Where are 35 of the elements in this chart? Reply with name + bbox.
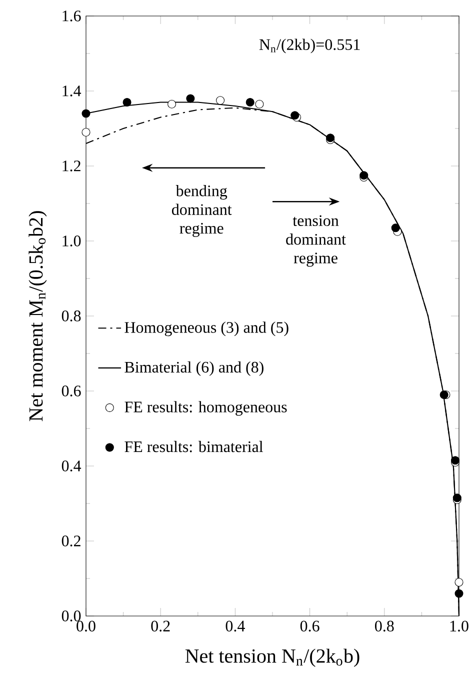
- point: [391, 224, 400, 232]
- x-tick-label: 0.2: [151, 620, 170, 632]
- point: [255, 100, 264, 108]
- y-tick-label: 1.0: [62, 236, 81, 246]
- x-tick-label: 0.6: [300, 620, 320, 632]
- point: [246, 98, 254, 107]
- point: [454, 578, 464, 587]
- y-tick-label: 1.4: [62, 86, 82, 96]
- y-tick-label: 0.2: [62, 536, 80, 546]
- y-tick-label: 0.4: [62, 460, 82, 472]
- legend-label: FE results: bimaterial: [124, 440, 263, 452]
- x-axis-title: Net tension N$_{n}$/(2k$_{o}$b): [185, 648, 360, 667]
- legend-label: FE results: homogeneous: [124, 401, 287, 416]
- x-tick-label: 0.0: [76, 620, 96, 632]
- x-tick-label: 0.4: [226, 620, 245, 632]
- legend-label: Bimaterial (6) and (8): [124, 361, 264, 376]
- annotation: bending dominant regime: [172, 185, 232, 237]
- point: [186, 94, 195, 103]
- point: [454, 589, 464, 598]
- point: [216, 96, 225, 105]
- annotation: tension dominant regime: [286, 215, 346, 267]
- point: [82, 128, 90, 137]
- y-tick-label: 1.2: [62, 160, 80, 172]
- legend-label: Homogeneous (3) and (5): [124, 322, 288, 336]
- y-axis-title: Net moment M$_{n}$/(0.5k$_{o}$b2): [28, 211, 47, 422]
- annotation: N$_{n}$/(2kb)=0.551: [259, 38, 360, 54]
- y-tick-label: 0.6: [62, 386, 81, 396]
- x-tick-label: 1.0: [450, 620, 468, 632]
- y-tick-label: 0.0: [62, 610, 81, 622]
- point: [168, 100, 176, 108]
- y-tick-label: 1.6: [62, 10, 81, 22]
- y-tick-label: 0.8: [62, 310, 81, 322]
- point: [82, 109, 90, 118]
- x-tick-label: 0.8: [375, 620, 394, 632]
- point: [122, 98, 132, 107]
